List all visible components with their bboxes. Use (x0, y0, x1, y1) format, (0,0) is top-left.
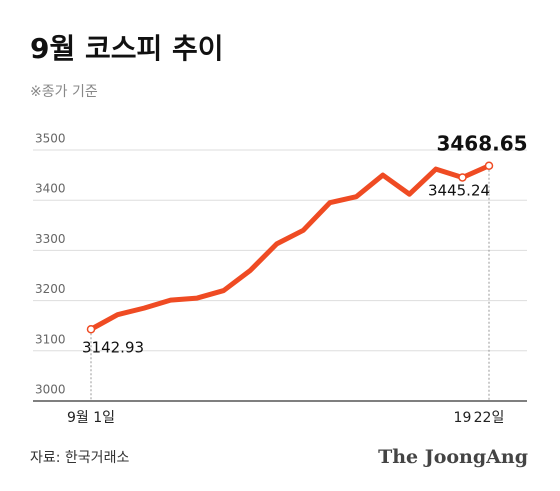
y-tick-label: 3400 (35, 182, 66, 196)
value-label: 3468.65 (436, 132, 527, 156)
x-tick-label: 22일 (474, 410, 505, 426)
y-tick-label: 3000 (35, 383, 66, 397)
y-tick-label: 3100 (35, 332, 66, 346)
data-line (88, 163, 492, 332)
point-marker (484, 161, 494, 170)
y-tick-label: 3300 (35, 232, 66, 246)
source: 자료: 한국거래소 (30, 450, 129, 466)
point-marker (458, 173, 467, 182)
y-tick-label: 3500 (35, 132, 66, 146)
x-tick-label: 9월 1일 (67, 410, 115, 426)
value-label: 3445.24 (428, 182, 490, 200)
chart-title: 9월 코스피 추이 (30, 32, 224, 65)
point-marker (86, 324, 96, 334)
brand-logo: The JoongAng (378, 446, 528, 468)
value-label: 3142.93 (82, 339, 144, 357)
chart-subtitle: ※종가 기준 (30, 84, 98, 100)
x-tick-label: 19 (454, 410, 472, 426)
y-tick-label: 3200 (35, 282, 66, 296)
